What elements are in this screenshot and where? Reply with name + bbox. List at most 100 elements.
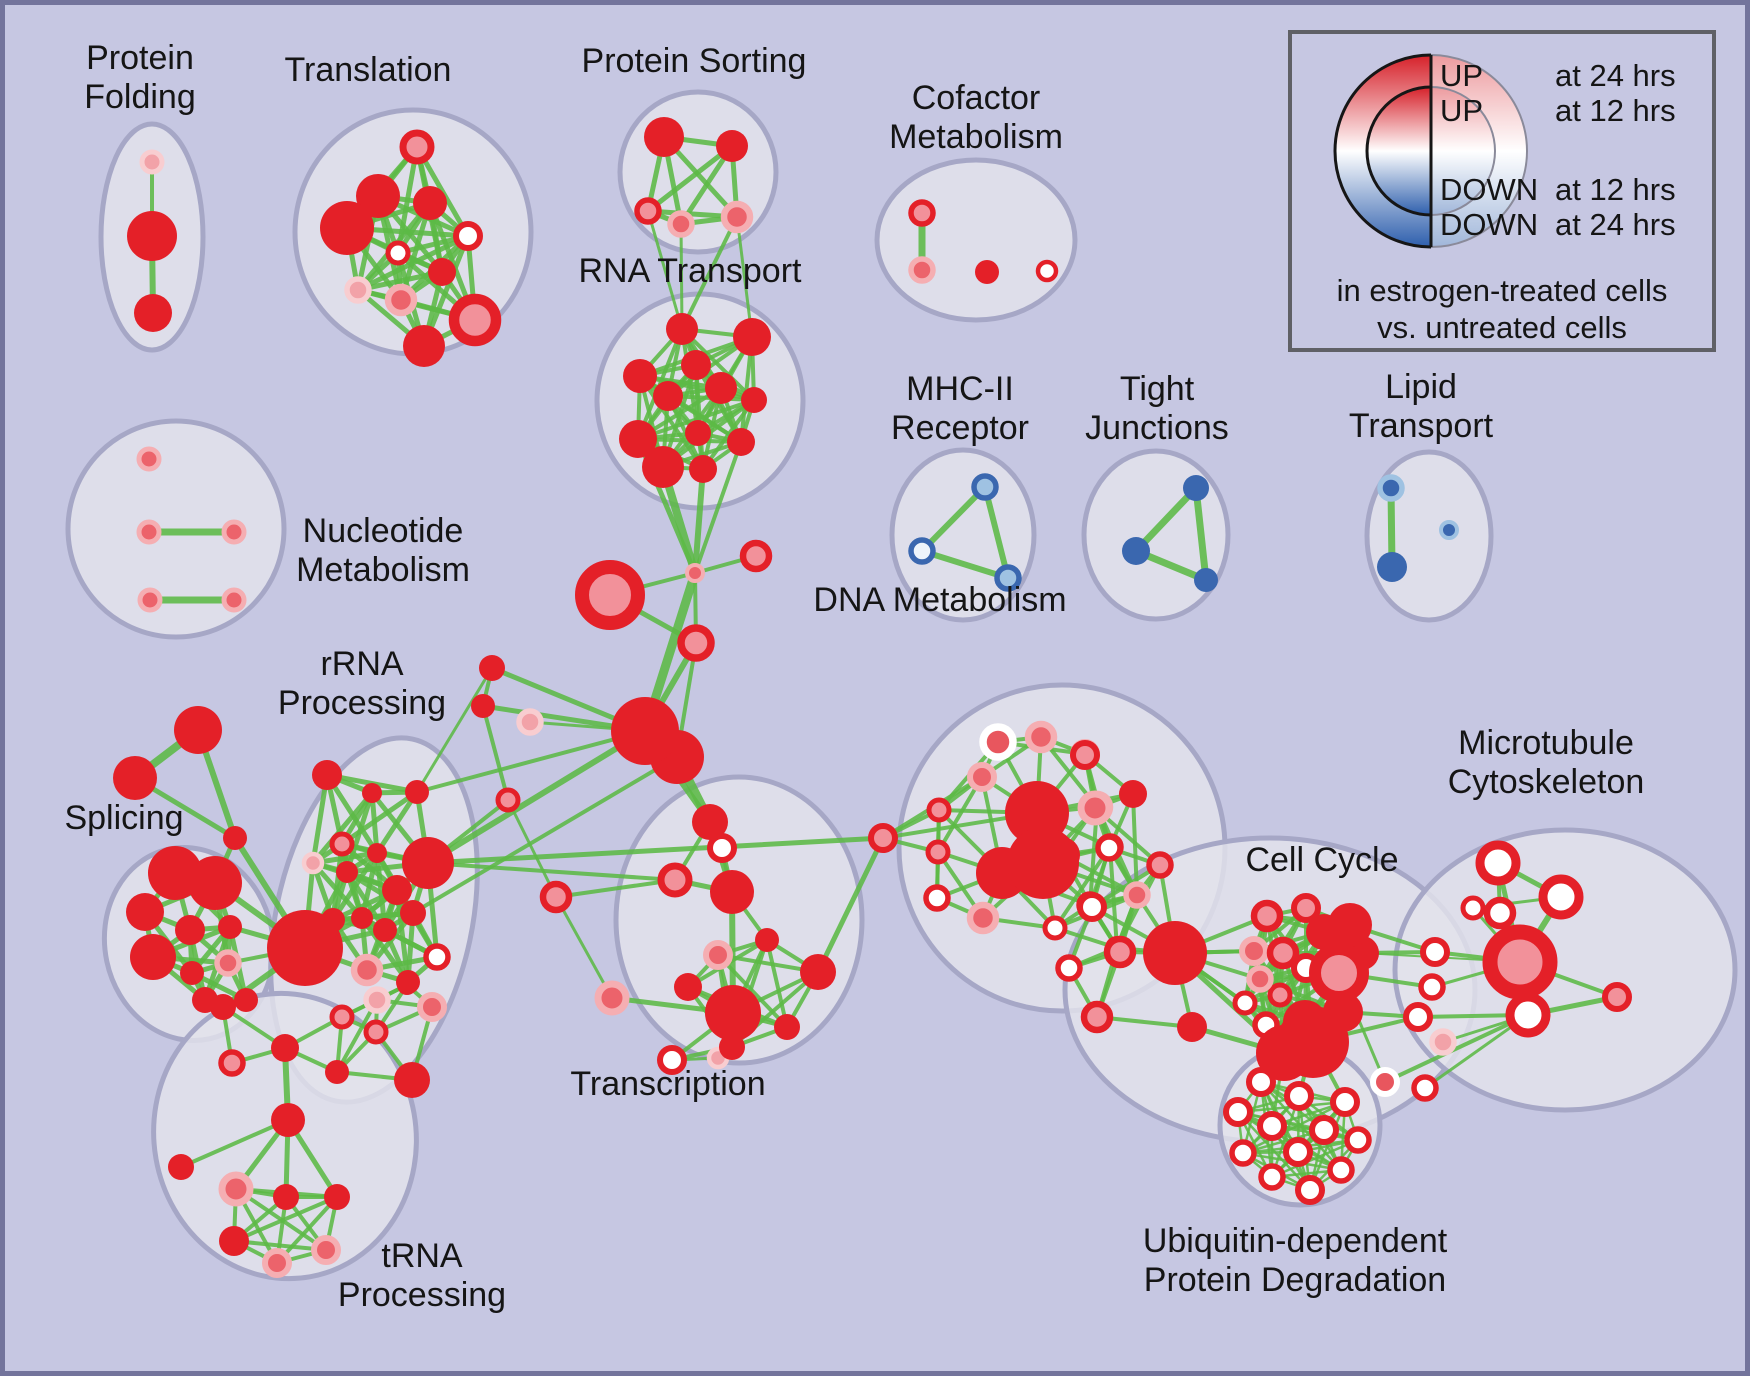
gene-node-HUBR: [267, 910, 343, 986]
gene-node-M1: [479, 655, 505, 681]
gene-node-RR8: [402, 837, 454, 889]
edge-R10-J1: [693, 440, 743, 575]
gene-node-T5: [453, 221, 483, 251]
gene-node-N2: [136, 519, 162, 545]
cluster-label-cofactor-metabolism: Cofactor: [912, 79, 1041, 117]
cluster-label-rna-transport: RNA Transport: [579, 252, 803, 290]
cluster-label-rrna-processing: rRNA: [320, 645, 403, 683]
cluster-label-mhc-ii-receptor: Receptor: [891, 409, 1029, 447]
gene-node-MT5: [1482, 924, 1558, 1000]
gene-node-T11: [403, 325, 445, 367]
cluster-label-cell-cycle: Cell Cycle: [1245, 841, 1398, 879]
legend-time-2: at 12 hrs: [1555, 172, 1676, 207]
cluster-label-protein-folding: Protein: [86, 39, 194, 77]
gene-node-D18: [1123, 881, 1151, 909]
gene-node-X13: [594, 980, 630, 1016]
cluster-label-cofactor-metabolism: Metabolism: [889, 118, 1063, 156]
edge-R1-R7: [680, 327, 756, 402]
gene-node-R9: [685, 420, 711, 446]
edge-MH1-MH2: [919, 484, 988, 554]
gene-node-X7: [703, 940, 733, 970]
cluster-label-nucleotide-metabolism: Metabolism: [296, 551, 470, 589]
legend-direction-1: UP: [1440, 93, 1483, 128]
gene-node-D1: [979, 723, 1017, 761]
gene-node-H5: [1370, 1067, 1400, 1097]
gene-node-RD2: [218, 1049, 246, 1077]
gene-node-MT7: [1505, 992, 1551, 1038]
edge-D13-D19: [1108, 845, 1119, 950]
gene-node-RR16: [396, 970, 420, 994]
gene-node-MT9: [1460, 895, 1486, 921]
gene-node-RR15: [423, 943, 451, 971]
gene-node-D15: [966, 901, 1000, 935]
gene-node-M2: [471, 694, 495, 718]
edge-RR9-RR16: [394, 887, 411, 985]
gene-node-X4: [710, 870, 754, 914]
gene-node-F1: [1250, 899, 1284, 933]
gene-node-U5: [1257, 1111, 1287, 1141]
gene-node-TR7: [311, 1235, 341, 1265]
cluster-ellipse-microtubule-cytoskeleton: [1392, 827, 1738, 1113]
gene-node-H4: [1429, 1028, 1457, 1056]
gene-node-X6: [755, 928, 779, 952]
gene-node-F12: [1267, 982, 1293, 1008]
gene-node-H3: [1403, 1002, 1433, 1032]
edge-RR8-X3: [426, 861, 677, 882]
gene-node-D2: [1024, 720, 1058, 754]
gene-node-LT2: [1439, 520, 1459, 540]
legend-text-layer: UP at 24 hrs UP at 12 hrs DOWN at 12 hrs DOWN a…: [1337, 58, 1676, 345]
gene-node-SPT1: [174, 706, 222, 754]
gene-node-MT3: [1483, 896, 1517, 930]
gene-node-R2: [733, 318, 771, 356]
gene-node-SPT3: [223, 826, 247, 850]
gene-node-SPT2: [113, 756, 157, 800]
gene-node-R10: [727, 428, 755, 456]
gene-node-S10: [234, 988, 258, 1012]
gene-node-H2: [1418, 973, 1446, 1001]
gene-node-MT1: [1475, 840, 1521, 886]
edge-H5-MT7: [1383, 1013, 1530, 1084]
legend-direction-2: DOWN: [1440, 172, 1538, 207]
gene-node-U7: [1344, 1126, 1372, 1154]
gene-node-X3: [657, 862, 693, 898]
gene-node-TJ2: [1122, 537, 1150, 565]
cluster-label-tight-junctions: Junctions: [1085, 409, 1229, 447]
edge-TR1-TR2: [179, 1118, 290, 1169]
gene-node-TR2: [168, 1154, 194, 1180]
cluster-label-tight-junctions: Tight: [1120, 370, 1195, 408]
gene-node-X12: [719, 1034, 745, 1060]
edge-PS5-R2: [735, 215, 754, 339]
gene-node-U4: [1223, 1097, 1253, 1127]
gene-node-S4: [175, 915, 205, 945]
gene-node-U11: [1258, 1163, 1286, 1191]
gene-node-D14: [923, 884, 951, 912]
cluster-label-microtubule-cytoskeleton: Cytoskeleton: [1448, 763, 1645, 801]
gene-node-R3: [623, 359, 657, 393]
gene-node-RR3: [405, 780, 429, 804]
edge-MH1-MH3: [982, 484, 1011, 581]
edge-R7-R8: [636, 398, 756, 441]
gene-node-H6: [1411, 1074, 1439, 1102]
gene-node-MH2: [908, 537, 936, 565]
edge-M4-X5: [506, 798, 558, 899]
gene-node-TR3: [218, 1171, 254, 1207]
gene-node-RR7: [336, 861, 358, 883]
gene-node-H1: [1420, 937, 1450, 967]
gene-node-E10: [1103, 935, 1137, 969]
gene-node-F5: [1239, 936, 1269, 966]
gene-node-S5: [218, 915, 242, 939]
gene-node-D16: [1042, 915, 1068, 941]
gene-node-S8: [214, 949, 242, 977]
gene-node-PF3: [134, 294, 172, 332]
cluster-label-lipid-transport: Lipid: [1385, 368, 1457, 406]
edge-HUB1-RR3: [415, 729, 647, 794]
edge-TJ1-TJ2: [1132, 484, 1200, 555]
gene-node-X5: [539, 880, 573, 914]
gene-node-E8: [1077, 892, 1107, 922]
gene-node-T8: [344, 276, 372, 304]
gene-node-F4: [1328, 903, 1372, 947]
cluster-label-trna-processing: Processing: [338, 1276, 506, 1314]
gene-node-U10: [1327, 1156, 1355, 1184]
gene-node-E5: [1146, 851, 1174, 879]
gene-node-RR1: [312, 760, 342, 790]
